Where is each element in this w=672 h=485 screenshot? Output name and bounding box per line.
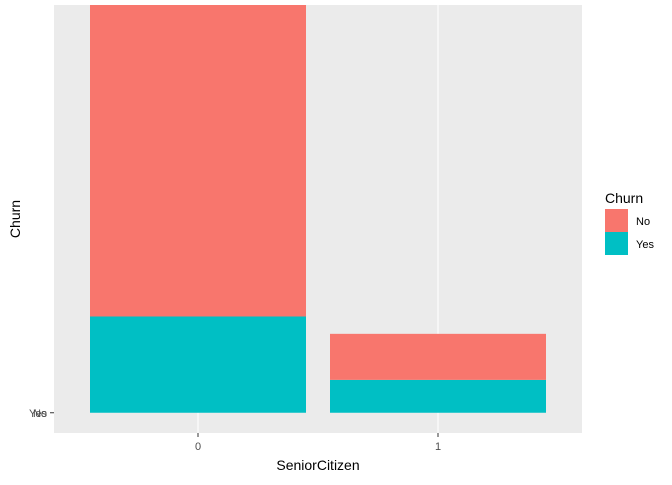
legend: Churn No Yes xyxy=(605,190,654,255)
legend-title: Churn xyxy=(605,190,643,206)
y-tick-label-no: No xyxy=(33,408,47,420)
legend-swatch-no xyxy=(605,209,628,232)
bar-1-yes xyxy=(330,379,546,413)
bars xyxy=(90,5,546,413)
bar-1-no xyxy=(330,333,546,380)
bar-0-no xyxy=(90,5,306,317)
bar-0-yes xyxy=(90,316,306,413)
y-tick-label-yes: Yes xyxy=(29,408,47,420)
legend-swatch-yes xyxy=(605,232,628,255)
x-axis-title: SeniorCitizen xyxy=(276,457,359,473)
legend-label-no: No xyxy=(636,216,650,228)
y-axis-title: Churn xyxy=(7,200,23,238)
x-tick-label-1: 1 xyxy=(435,441,441,453)
x-tick-label-0: 0 xyxy=(195,441,201,453)
legend-label-yes: Yes xyxy=(636,239,654,251)
